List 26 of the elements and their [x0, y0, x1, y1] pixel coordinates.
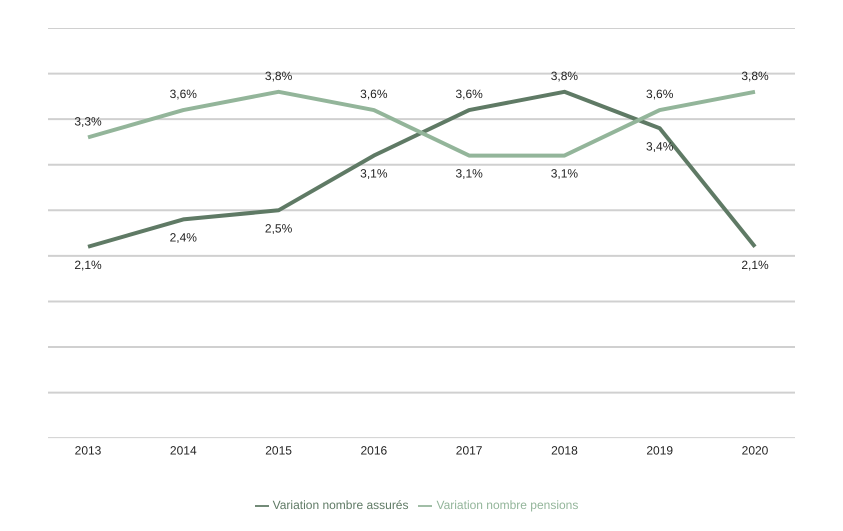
x-tick-label: 2019 [646, 444, 674, 458]
data-label: 3,6% [360, 87, 388, 102]
x-tick-label: 2016 [360, 444, 388, 458]
data-label: 3,1% [455, 166, 484, 181]
data-label: 2,4% [170, 230, 198, 244]
data-label: 3,8% [741, 68, 769, 83]
x-tick-label: 2014 [170, 444, 197, 458]
legend-label: Variation nombre assurés [272, 498, 408, 512]
legend-label: Variation nombre pensions [436, 498, 578, 512]
data-label: 3,6% [455, 87, 484, 102]
x-tick-label: 2020 [742, 444, 769, 458]
data-label: 3,8% [264, 68, 293, 83]
x-tick-label: 2015 [265, 444, 292, 458]
data-label: 3,6% [170, 87, 198, 102]
data-label: 3,6% [646, 87, 674, 102]
data-label: 3,1% [550, 166, 578, 181]
data-label: 3,8% [550, 68, 578, 83]
data-label: 2,1% [74, 258, 102, 272]
x-tick-label: 2017 [456, 444, 483, 458]
x-tick-label: 2013 [74, 444, 102, 458]
data-label: 2,1% [741, 258, 769, 272]
data-label: 3,3% [74, 114, 102, 128]
data-label: 2,5% [264, 221, 293, 236]
data-label: 3,1% [360, 166, 388, 181]
x-tick-label: 2018 [551, 444, 578, 458]
data-label: 3,4% [646, 139, 674, 154]
